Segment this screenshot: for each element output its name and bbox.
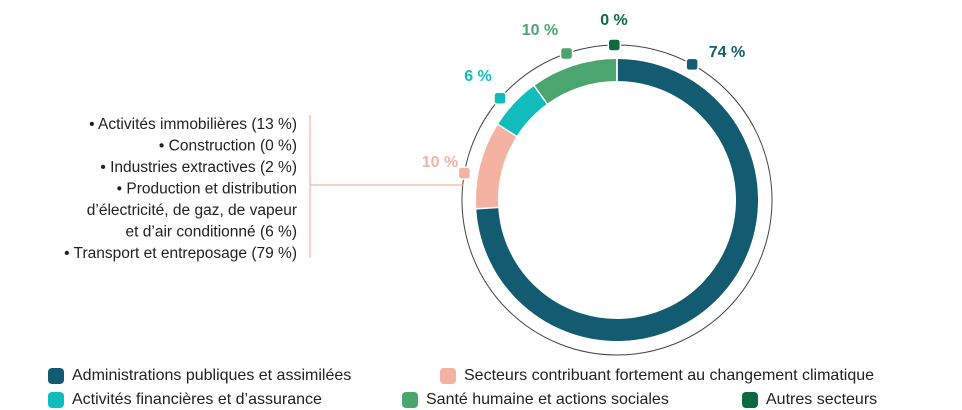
marker [457,166,472,180]
value-label: 10 % [522,22,558,39]
legend-label: Activités financières et d’assurance [72,391,322,408]
value-label: 0 % [600,12,628,29]
legend-swatch [742,392,758,408]
segment-separator [532,84,549,105]
legend-swatch [48,392,64,408]
legend-label: Secteurs contribuant fortement au change… [464,367,874,384]
marker [559,46,574,61]
annotation-line: • Industries extractives (2 %) [100,159,297,176]
annotation-line: • Activités immobilières (13 %) [89,116,297,133]
legend-swatch [48,368,64,384]
donut-segment [534,59,618,104]
value-label: 74 % [709,44,745,61]
value-label: 6 % [464,68,492,85]
annotation-line: d’électricité, de gaz, de vapeur [87,202,297,219]
annotation-line: • Transport et entreposage (79 %) [64,245,297,262]
legend-label: Santé humaine et actions sociales [426,391,669,408]
outer-circle [461,44,773,356]
marker [607,38,622,52]
legend-label: Autres secteurs [766,391,877,408]
segment-separator [475,206,500,210]
donut-segment [497,85,548,137]
segment-separator [496,123,518,138]
annotation-line: • Production et distribution [117,181,297,198]
donut-segment [476,124,517,209]
marker [493,91,507,106]
annotation-line: et d’air conditionné (6 %) [126,224,297,241]
annotation-line: • Construction (0 %) [159,138,297,155]
legend-label: Administrations publiques et assimilées [72,367,351,384]
legend-swatch [440,368,456,384]
value-label: 10 % [422,154,458,171]
legend-swatch [402,392,418,408]
donut-segment [476,59,758,341]
marker [685,57,699,72]
